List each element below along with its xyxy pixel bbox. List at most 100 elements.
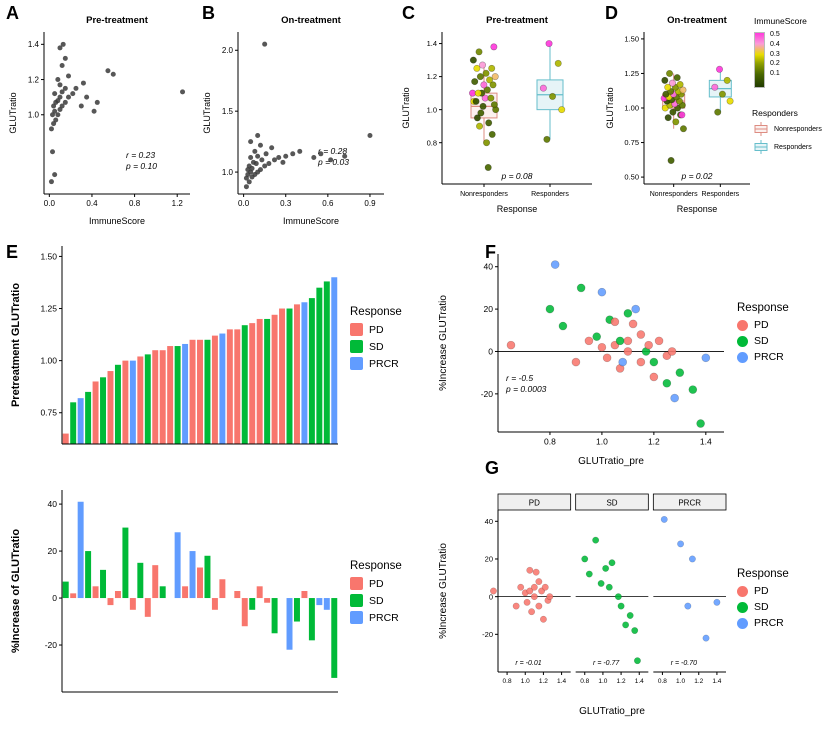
svg-text:PRCR: PRCR (678, 499, 701, 508)
panel-e2-svg: -20 0 20 40 %Increase of GLUTratio (10, 490, 338, 693)
panel-e1-svg: 0.75 1.00 1.25 1.50 Pretreatment GLUTratio (10, 246, 338, 445)
svg-text:1.50: 1.50 (40, 251, 57, 261)
svg-text:0: 0 (52, 593, 57, 603)
legend-swatch-sd (350, 340, 363, 353)
panel-a-svg: 0.0 0.4 0.8 1.2 1.0 1.2 1.4 Pre-treatment Immune… (8, 15, 190, 226)
svg-text:Pre-treatment: Pre-treatment (486, 15, 549, 26)
legend-item-sd: SD (737, 601, 819, 613)
svg-text:-20: -20 (45, 640, 58, 650)
immunescore-colorbar (754, 32, 765, 88)
panel-label-e: E (6, 242, 19, 262)
panel-d-svg: 0.50 0.75 1.00 1.25 1.50 On-treatment Nonrespo… (605, 15, 750, 214)
legend-label-sd: SD (754, 601, 769, 613)
svg-text:p = 0.0003: p = 0.0003 (505, 384, 547, 394)
panel-a-pretreatment-scatter: 0.0 0.4 0.8 1.2 1.0 1.2 1.4 Pre-treatment Immune… (4, 2, 196, 232)
legend-label-sd: SD (369, 594, 384, 607)
svg-text:1.4: 1.4 (700, 437, 712, 447)
panel-label-f: F (485, 242, 496, 262)
legend-item-sd: SD (737, 335, 819, 347)
svg-text:1.0: 1.0 (222, 168, 234, 177)
svg-text:0.8: 0.8 (658, 678, 667, 685)
legend-response-f-items: PD SD PRCR (737, 319, 819, 363)
svg-text:1.0: 1.0 (596, 437, 608, 447)
svg-text:Nonresponders: Nonresponders (650, 191, 698, 198)
legend-item-prcr: PRCR (737, 617, 819, 629)
svg-text:0: 0 (488, 346, 493, 356)
legend-swatch-prcr (350, 611, 363, 624)
svg-text:GLUTratio: GLUTratio (401, 87, 411, 128)
svg-text:r = -0.01: r = -0.01 (515, 660, 541, 667)
svg-text:Responders: Responders (701, 191, 739, 198)
legend-response-g-items: PD SD PRCR (737, 585, 819, 629)
svg-text:-20: -20 (481, 389, 494, 399)
svg-text:1.00: 1.00 (40, 356, 57, 366)
legend-item-nonresponders: Nonresponders (752, 122, 825, 136)
immunescore-tick-0.2: 0.2 (770, 60, 780, 68)
svg-text:GLUTratio_pre: GLUTratio_pre (578, 456, 644, 467)
svg-text:-20: -20 (482, 630, 493, 639)
svg-text:p = 0.10: p = 0.10 (125, 161, 157, 171)
legend-item-prcr: PRCR (350, 611, 428, 624)
legend-response-g-title: Response (737, 568, 789, 580)
svg-text:20: 20 (485, 555, 493, 564)
svg-text:Nonresponders: Nonresponders (460, 191, 508, 198)
legend-swatch-sd (350, 594, 363, 607)
legend-responders-items: Nonresponders Responders (752, 122, 825, 154)
panel-b-ontreatment-scatter: 0.0 0.3 0.6 0.9 1.0 1.5 2.0 On-treatment ImmuneS… (198, 2, 390, 232)
svg-text:r = -0.77: r = -0.77 (593, 660, 620, 667)
svg-text:0.8: 0.8 (580, 678, 589, 685)
svg-text:%Increase of GLUTratio: %Increase of GLUTratio (10, 529, 22, 653)
panel-label-b: B (202, 3, 215, 23)
legend-swatch-pd (350, 323, 363, 336)
svg-text:0.0: 0.0 (238, 199, 250, 208)
svg-text:20: 20 (48, 546, 58, 556)
svg-text:GLUTratio: GLUTratio (605, 87, 615, 128)
legend-item-pd: PD (350, 577, 428, 590)
legend-label-responders: Responders (774, 143, 812, 151)
legend-label-prcr: PRCR (369, 357, 399, 370)
svg-text:0.3: 0.3 (280, 199, 292, 208)
svg-text:r = 0.28: r = 0.28 (318, 146, 347, 156)
boxplot-key-icon (754, 122, 768, 136)
legend-response-f: Response PD SD PRCR (737, 302, 819, 363)
immunescore-tick-0.3: 0.3 (770, 50, 780, 58)
panel-f-svg: 0.8 1.0 1.2 1.4 -20 0 20 40 r = -0.5p = 0.0003 GL… (438, 254, 724, 467)
legend-swatch-prcr (737, 351, 748, 363)
panel-f-scatter: 0.8 1.0 1.2 1.4 -20 0 20 40 r = -0.5 p = 0.0003 GL… (430, 238, 730, 478)
legend-item-pd: PD (737, 319, 819, 331)
svg-text:1.4: 1.4 (635, 678, 644, 685)
svg-text:p = 0.08: p = 0.08 (501, 171, 533, 181)
svg-text:0.8: 0.8 (427, 138, 437, 147)
legend-label-sd: SD (369, 340, 384, 353)
svg-text:%Increase GLUTratio: %Increase GLUTratio (438, 295, 449, 391)
svg-text:ImmuneScore: ImmuneScore (89, 216, 145, 226)
legend-immunescore-title: ImmuneScore (754, 16, 807, 26)
legend-item-prcr: PRCR (350, 357, 428, 370)
panel-label-d: D (605, 3, 618, 23)
svg-text:0.9: 0.9 (364, 199, 376, 208)
svg-text:0.8: 0.8 (544, 437, 556, 447)
panel-g-svg: -20 0 20 40 PD 0.8 1.0 1.2 1.4 r = -0.01 SD 0.8 1.0 1… (438, 493, 727, 717)
svg-text:1.2: 1.2 (539, 678, 548, 685)
panel-b-svg: 0.0 0.3 0.6 0.9 1.0 1.5 2.0 On-treatment ImmuneS… (202, 15, 384, 226)
legend-label-pd: PD (754, 585, 769, 597)
svg-text:GLUTratio_pre: GLUTratio_pre (579, 706, 645, 717)
panel-c-pretreatment-boxplot: 0.8 1.0 1.2 1.4 Pre-treatment Nonresponders Re… (396, 2, 600, 232)
svg-text:1.2: 1.2 (617, 678, 626, 685)
legend-response-e1: Response PD SD PRCR (350, 306, 428, 370)
svg-text:On-treatment: On-treatment (281, 15, 341, 26)
svg-text:1.2: 1.2 (28, 75, 40, 84)
svg-text:1.5: 1.5 (222, 107, 234, 116)
legend-response-e1-title: Response (350, 306, 402, 318)
svg-text:1.4: 1.4 (28, 40, 40, 49)
legend-item-sd: SD (350, 340, 428, 353)
svg-text:GLUTratio: GLUTratio (202, 92, 212, 133)
legend-item-sd: SD (350, 594, 428, 607)
svg-text:2.0: 2.0 (222, 46, 234, 55)
svg-text:GLUTratio: GLUTratio (8, 92, 18, 133)
legend-label-prcr: PRCR (754, 617, 784, 629)
legend-response-e2-title: Response (350, 560, 402, 572)
legend-item-responders: Responders (752, 140, 825, 154)
legend-swatch-sd (737, 601, 748, 613)
svg-text:1.4: 1.4 (557, 678, 566, 685)
